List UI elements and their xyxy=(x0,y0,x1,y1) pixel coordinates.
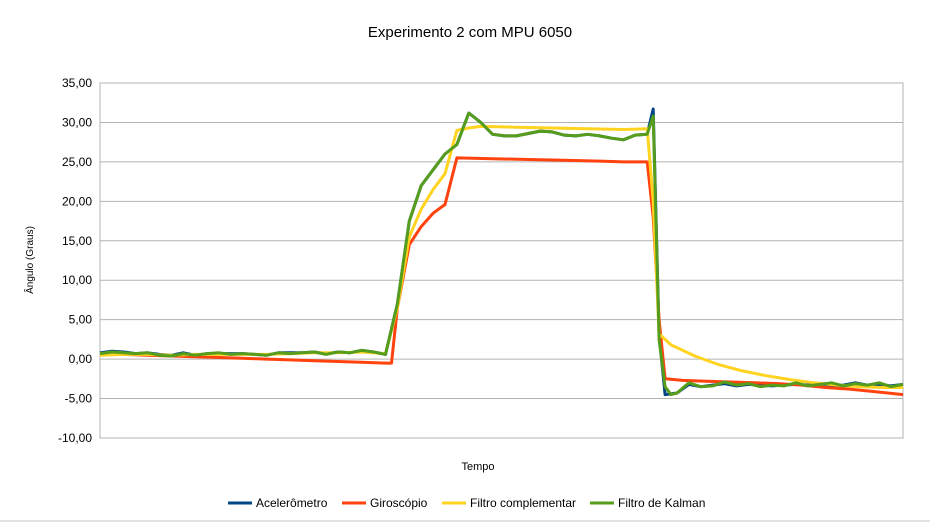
plot-area-frame xyxy=(99,82,904,439)
y-tick-label: -5,00 xyxy=(65,392,93,406)
legend-label-2: Giroscópio xyxy=(370,496,428,510)
y-tick-label: 25,00 xyxy=(62,155,92,169)
y-tick-label: -10,00 xyxy=(58,431,92,445)
y-tick-label: 30,00 xyxy=(62,115,92,129)
legend: Acelerômetro Giroscópio Filtro complementa… xyxy=(228,496,705,510)
y-tick-label: 10,00 xyxy=(62,273,92,287)
y-axis-ticks: 35,00 30,00 25,00 20,00 15,00 10,00 5,00 0,00 -5… xyxy=(58,76,92,445)
y-tick-label: 35,00 xyxy=(62,76,92,90)
y-axis-label: Ângulo (Graus) xyxy=(23,226,36,294)
series-layer xyxy=(99,107,904,397)
y-tick-label: 5,00 xyxy=(69,313,93,327)
y-tick-label: 20,00 xyxy=(62,194,92,208)
legend-label-1: Acelerômetro xyxy=(256,496,328,510)
series-line-3 xyxy=(99,124,903,389)
x-axis-label: Tempo xyxy=(461,461,494,473)
y-tick-label: 15,00 xyxy=(62,234,92,248)
chart-title: Experimento 2 com MPU 6050 xyxy=(368,24,572,41)
legend-label-3: Filtro complementar xyxy=(470,496,576,510)
series-line-4 xyxy=(99,111,904,397)
y-tick-label: 0,00 xyxy=(69,352,93,366)
legend-label-4: Filtro de Kalman xyxy=(618,496,705,510)
